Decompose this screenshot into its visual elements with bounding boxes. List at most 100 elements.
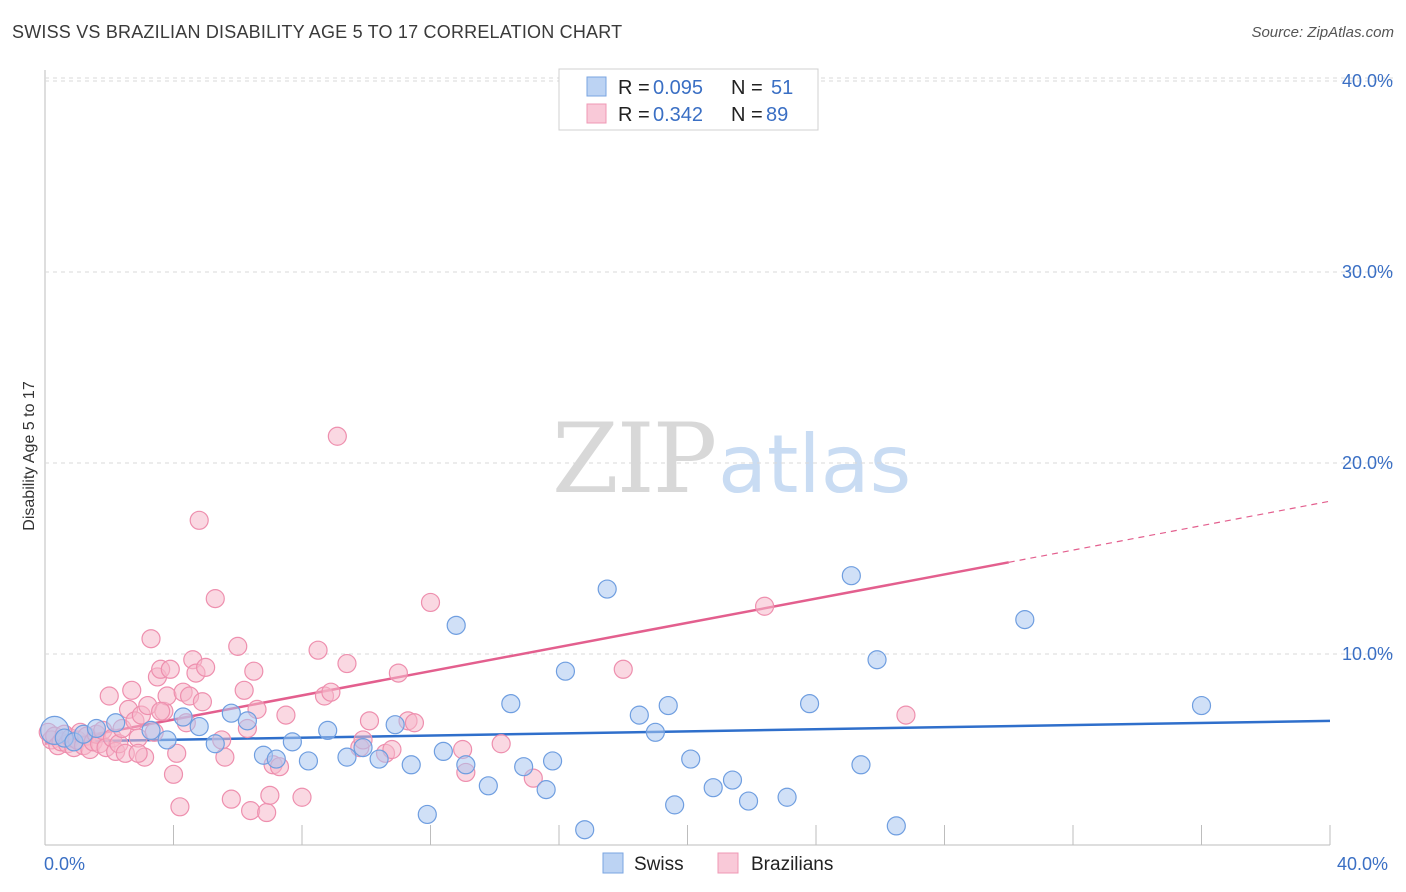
- x-tick-label-max: 40.0%: [1337, 854, 1388, 874]
- brazilians-point: [244, 661, 264, 681]
- brazilians-point: [215, 747, 235, 767]
- brazilians-point: [292, 787, 312, 807]
- legend-swiss-n-value: 51: [771, 77, 793, 99]
- brazilians-point: [228, 636, 248, 656]
- brazilians-point: [382, 739, 402, 760]
- legend-braz-r-value: 0.342: [653, 104, 703, 126]
- brazilians-point: [205, 589, 225, 609]
- brazilians-point: [276, 705, 296, 725]
- legend-braz-n-value: 89: [766, 104, 788, 126]
- brazilians-point: [196, 657, 216, 677]
- y-tick-labels: 10.0% 20.0% 30.0% 40.0%: [1342, 71, 1393, 664]
- swiss-point: [703, 778, 723, 798]
- brazilians-point: [141, 629, 161, 649]
- swiss-point: [173, 707, 193, 727]
- brazilians-point: [234, 680, 254, 700]
- bottom-legend-swiss: Swiss: [634, 854, 684, 875]
- swiss-point: [353, 737, 373, 758]
- swiss-point: [777, 787, 797, 807]
- bottom-legend: Swiss Brazilians: [602, 852, 833, 875]
- brazilians-point: [613, 659, 633, 679]
- swiss-point: [433, 741, 453, 762]
- y-axis-label: Disability Age 5 to 17: [21, 381, 38, 531]
- swiss-point: [514, 757, 534, 777]
- brazilians-point: [491, 734, 511, 754]
- gridlines: [45, 80, 1395, 655]
- brazilians-point: [160, 659, 180, 679]
- swiss-point: [369, 749, 389, 769]
- legend-braz-n-label: N =: [731, 104, 763, 126]
- legend-swiss-n-label: N =: [731, 77, 763, 99]
- chart-title: SWISS VS BRAZILIAN DISABILITY AGE 5 TO 1…: [12, 22, 623, 42]
- swiss-point: [266, 749, 286, 769]
- swiss-point: [237, 711, 257, 731]
- swiss-point: [738, 791, 759, 811]
- swiss-point: [501, 694, 521, 714]
- swiss-point: [841, 566, 861, 586]
- brazilians-point: [128, 743, 148, 763]
- swiss-point: [417, 804, 437, 825]
- brazilians-point: [260, 785, 280, 805]
- swiss-point: [141, 720, 161, 741]
- legend-swiss-r-label: R =: [618, 77, 650, 99]
- y-tick-label: 10.0%: [1342, 644, 1393, 664]
- swiss-point: [1191, 695, 1212, 716]
- swiss-point: [722, 770, 743, 790]
- swiss-point: [298, 751, 319, 771]
- brazilians-point: [754, 596, 775, 616]
- brazilians-point: [327, 426, 347, 446]
- brazilians-point: [896, 705, 916, 725]
- brazilians-point: [122, 680, 142, 700]
- swiss-point: [401, 755, 421, 775]
- brazilians-point: [192, 692, 213, 712]
- swiss-point: [575, 820, 595, 840]
- swiss-point: [886, 816, 906, 836]
- brazilians-point: [241, 801, 261, 821]
- swiss-point: [555, 661, 576, 681]
- trend-lines: [44, 500, 1331, 745]
- brazilians-trend-line: [44, 561, 1009, 745]
- swiss-point: [385, 715, 405, 735]
- swiss-point: [542, 751, 563, 771]
- brazilians-point: [388, 663, 408, 683]
- swiss-point: [1015, 610, 1035, 630]
- swiss-point: [629, 705, 649, 725]
- swiss-point: [536, 780, 556, 800]
- brazilians-point: [404, 713, 425, 733]
- brazilians-point: [99, 686, 119, 706]
- swiss-point: [106, 713, 126, 733]
- swiss-point: [446, 615, 466, 635]
- swiss-point: [799, 694, 820, 714]
- legend-braz-r-label: R =: [618, 104, 650, 126]
- swiss-point: [205, 734, 225, 754]
- brazilians-point: [221, 789, 241, 809]
- swiss-point: [867, 650, 887, 670]
- source-label: Source: ZipAtlas.com: [1251, 24, 1394, 41]
- watermark-atlas: atlas: [718, 418, 911, 511]
- brazilians-point: [308, 640, 328, 660]
- brazilians-point: [321, 682, 341, 702]
- legend-box: R = 0.095 N = 51 R = 0.342 N = 89: [558, 68, 819, 131]
- y-tick-label: 40.0%: [1342, 71, 1393, 91]
- swiss-point: [851, 755, 871, 775]
- legend-swatch-swiss: [586, 76, 607, 97]
- brazilians-point: [359, 711, 380, 731]
- swiss-point: [645, 722, 665, 742]
- swiss-point: [681, 749, 701, 769]
- brazilians-point: [420, 592, 441, 613]
- legend-swatch-brazilians: [586, 103, 607, 124]
- x-tick-label-min: 0.0%: [44, 854, 85, 874]
- watermark-zip: ZIP: [552, 403, 715, 515]
- swiss-point: [318, 720, 338, 741]
- bottom-legend-swatch-brazilians: [717, 852, 739, 874]
- y-tick-label: 20.0%: [1342, 453, 1393, 473]
- swiss-point: [337, 747, 357, 767]
- swiss-point: [221, 703, 241, 723]
- brazilians-point: [163, 764, 184, 784]
- x-ticks: [44, 825, 1331, 845]
- swiss-trend-line: [44, 719, 1331, 744]
- brazilians-point: [170, 797, 190, 817]
- swiss-point: [658, 695, 678, 716]
- brazilians-point: [189, 510, 209, 530]
